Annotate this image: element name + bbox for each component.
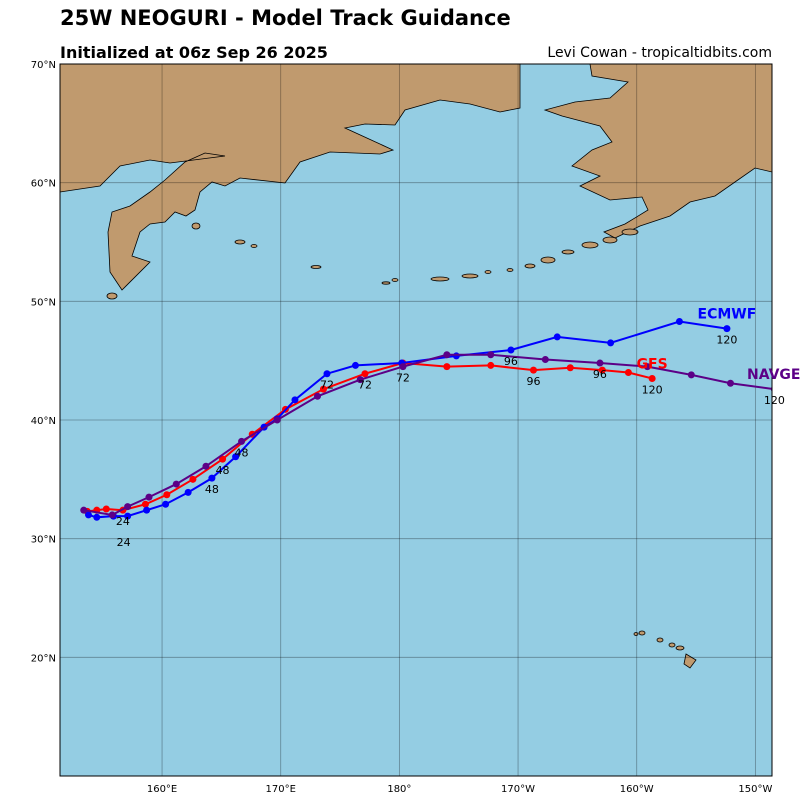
lat-tick-label: 30°N — [31, 535, 56, 546]
track-point — [102, 505, 110, 513]
track-point — [553, 333, 561, 341]
track-point — [541, 355, 549, 363]
page-title: 25W NEOGURI - Model Track Guidance — [60, 6, 511, 30]
forecast-hour-label: 120 — [764, 394, 785, 407]
track-point — [108, 511, 116, 519]
track-point — [238, 437, 246, 445]
credit: Levi Cowan - tropicaltidbits.com — [547, 45, 772, 61]
forecast-hour-label: 24 — [117, 536, 131, 549]
track-point — [93, 513, 101, 521]
track-point — [648, 374, 656, 382]
track-point — [624, 369, 632, 377]
model-tracks — [80, 318, 772, 521]
track-point — [145, 493, 153, 501]
track-point — [361, 370, 369, 378]
alaska — [543, 64, 772, 239]
lat-tick-label: 20°N — [31, 653, 56, 664]
track-point — [507, 346, 515, 354]
land — [60, 64, 772, 669]
forecast-hour-label: 96 — [504, 355, 518, 368]
lon-tick-label: 160°W — [620, 784, 654, 795]
track-point — [723, 325, 731, 333]
lon-tick-label: 150°W — [738, 784, 772, 795]
track-point — [291, 396, 299, 404]
track-point — [143, 506, 151, 514]
lon-tick-label: 170°W — [501, 784, 535, 795]
lat-tick-label: 40°N — [31, 416, 56, 427]
track-point — [487, 351, 495, 359]
hawaii-islands — [633, 630, 697, 669]
model-name-label: GFS — [637, 356, 668, 372]
track-point — [726, 379, 734, 387]
lat-tick-label: 70°N — [31, 60, 56, 71]
forecast-hour-label: 96 — [526, 375, 540, 388]
track-point — [319, 385, 327, 393]
track-point — [675, 318, 683, 326]
track-point — [323, 370, 331, 378]
track-point — [172, 480, 180, 488]
init-time: Initialized at 06z Sep 26 2025 — [60, 43, 328, 62]
forecast-hour-label: 48 — [235, 446, 249, 459]
track-point — [219, 455, 227, 463]
lon-tick-label: 160°E — [147, 784, 177, 795]
lon-tick-label: 170°E — [266, 784, 296, 795]
forecast-hour-label: 120 — [716, 334, 737, 347]
track-point — [443, 363, 451, 371]
track-point — [80, 506, 88, 514]
axis-ticks: 160°E 170°E 180° 170°W 160°W 150°W 70°N 60°N 50°… — [31, 60, 773, 795]
track-point — [566, 364, 574, 372]
aleutian-islands — [106, 222, 639, 300]
track-point — [596, 359, 604, 367]
russia-kamchatka — [60, 64, 521, 291]
track-point — [452, 352, 460, 360]
track-point — [84, 511, 92, 519]
track-point — [643, 363, 651, 371]
lat-tick-label: 60°N — [31, 179, 56, 190]
forecast-hour-labels: 24 48 72 96 120 24 48 72 96 120 48 72 96 120 — [116, 334, 785, 549]
track-point — [232, 453, 240, 461]
track-point — [356, 376, 364, 384]
model-name-label: NAVGEM — [747, 367, 800, 383]
forecast-hour-label: 24 — [116, 515, 130, 528]
track-point — [607, 339, 615, 347]
forecast-hour-label: 48 — [216, 464, 230, 477]
track-navgem — [80, 351, 772, 519]
forecast-hour-label: 72 — [358, 379, 372, 392]
track-point — [598, 366, 606, 374]
track-point — [273, 416, 281, 424]
track-point — [208, 474, 216, 482]
track-point — [124, 512, 132, 520]
forecast-hour-label: 96 — [593, 368, 607, 381]
forecast-hour-label: 120 — [642, 383, 663, 396]
lat-tick-label: 50°N — [31, 297, 56, 308]
track-point — [314, 392, 322, 400]
track-point — [162, 500, 170, 508]
track-point — [399, 363, 407, 371]
track-point — [163, 491, 171, 499]
track-point — [124, 503, 132, 511]
track-point — [184, 488, 192, 496]
model-name-label: ECMWF — [698, 307, 757, 323]
track-point — [529, 366, 537, 374]
track-point — [351, 361, 359, 369]
model-names: GFS ECMWF NAVGEM — [637, 307, 800, 384]
track-point — [487, 361, 495, 369]
map-frame — [59, 63, 773, 777]
track-point — [687, 371, 695, 379]
track-point — [443, 351, 451, 359]
track-point — [202, 462, 210, 470]
lon-tick-label: 180° — [387, 784, 411, 795]
track-point — [141, 500, 149, 508]
forecast-hour-label: 72 — [320, 379, 334, 392]
track-point — [189, 475, 197, 483]
forecast-hour-label: 72 — [396, 372, 410, 385]
gridlines — [60, 64, 772, 776]
forecast-hour-label: 48 — [205, 483, 219, 496]
